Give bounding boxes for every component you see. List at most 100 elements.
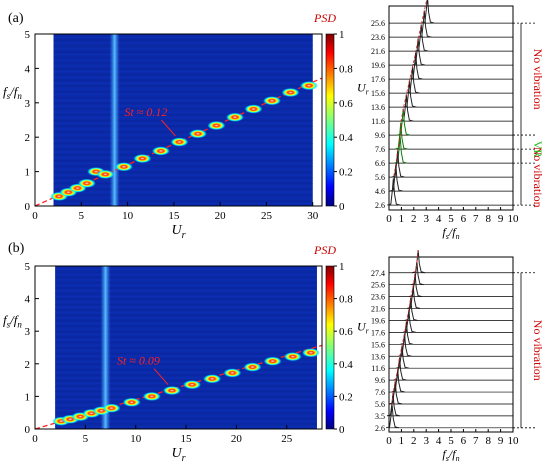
region-label: No vibration [531, 147, 545, 208]
x-tick-label: 10 [130, 433, 142, 445]
heatmap-band [55, 333, 317, 335]
heatmap-band [55, 404, 317, 406]
heatmap-band [53, 39, 313, 41]
heatmap-band [55, 274, 317, 276]
psd-peak [142, 391, 161, 401]
heatmap-band [55, 361, 317, 363]
psd-peak [133, 154, 152, 164]
psd-peak [244, 104, 263, 114]
waterfall-ur-label: 23.6 [371, 33, 385, 42]
waterfall-y-label-sub: r [366, 88, 370, 97]
waterfall-spectrum [410, 261, 425, 286]
heatmap-band [53, 42, 313, 44]
heatmap-band [55, 355, 317, 357]
waterfall-spectrum [391, 150, 405, 178]
heatmap-band [55, 320, 317, 322]
x-tick-label: 0 [32, 210, 38, 222]
psd-peak [114, 162, 133, 172]
psd-peak [283, 352, 302, 362]
waterfall-ur-label: 2.6 [375, 201, 385, 210]
plot-frame [34, 33, 323, 207]
heatmap-band [53, 151, 313, 153]
heatmap-band [53, 68, 313, 70]
waterfall-spectrum [400, 321, 414, 345]
y-axis-label-main: f [3, 313, 9, 328]
annotation-arrow [153, 368, 169, 385]
waterfall-spectrum [412, 38, 426, 66]
heatmap-band [55, 336, 317, 338]
heatmap-band [55, 282, 317, 284]
heatmap-band [53, 102, 313, 104]
heatmap-band [55, 276, 317, 278]
colorbar-tick-label: 0.6 [339, 326, 353, 338]
heatmap-band [53, 117, 313, 119]
waterfall-spectrum [385, 405, 400, 429]
heatmap-band [53, 128, 313, 130]
colorbar-tick-label: 0 [339, 424, 345, 436]
waterfall-ur-label: 7.6 [375, 145, 385, 154]
heatmap-band [55, 301, 317, 303]
waterfall-spectrum [408, 273, 423, 298]
heatmap-band [55, 390, 317, 392]
heatmap-band [53, 163, 313, 164]
x-tick-label: 25 [261, 210, 273, 222]
psd-peak [188, 129, 207, 139]
heatmap-band [53, 177, 313, 179]
waterfall-ur-label: 15.6 [371, 340, 385, 349]
waterfall-x-label-sub: s [446, 232, 449, 241]
heatmap-band [55, 323, 317, 325]
waterfall-ur-label: 17.6 [371, 75, 385, 84]
heatmap-band [55, 279, 317, 281]
region-label: VR [531, 141, 545, 158]
colorbar-tick-label: 0.4 [339, 359, 353, 371]
psd-peak [263, 356, 282, 366]
heatmap-band [53, 137, 313, 139]
psd-peak [243, 362, 262, 372]
y-tick-label: 0 [25, 201, 31, 213]
waterfall-spectrum [389, 164, 403, 192]
waterfall-x-label-mid: /f [448, 225, 457, 239]
heatmap-band [55, 342, 317, 344]
heatmap-band [53, 165, 313, 167]
waterfall-x-tick-label: 9 [498, 213, 504, 225]
heatmap-band [55, 388, 317, 390]
heatmap-band [55, 369, 317, 371]
heatmap-band [53, 105, 313, 107]
waterfall-x-tick-label: 5 [448, 213, 454, 225]
y-tick-label: 1 [25, 167, 31, 179]
waterfall-x-tick-label: 1 [399, 213, 405, 225]
waterfall-x-tick-label: 6 [461, 213, 467, 225]
heatmap-band [55, 331, 317, 333]
waterfall-y-label: Ur [357, 81, 370, 97]
psd-peak [223, 368, 242, 378]
heatmap-band [53, 180, 313, 182]
y-axis-label-mid: /f [9, 84, 20, 99]
heatmap-band [55, 418, 317, 420]
heatmap-band [55, 401, 317, 403]
y-axis-label-sub: n [17, 91, 22, 101]
waterfall-x-label-sub: n [456, 232, 460, 241]
x-tick-label: 15 [181, 433, 193, 445]
waterfall-spectrum [394, 122, 408, 150]
heatmap-band [53, 125, 313, 127]
heatmap-band [53, 108, 313, 110]
heatmap-band [53, 79, 313, 81]
heatmap-band [53, 59, 313, 61]
waterfall-ur-label: 5.6 [375, 400, 385, 409]
y-tick-label: 5 [25, 29, 31, 41]
colorbar-tick-label: 0.6 [339, 98, 353, 110]
waterfall-x-label-mid: /f [448, 447, 457, 461]
waterfall-spectrum [393, 357, 407, 381]
y-axis-label-sub: s [7, 91, 11, 101]
waterfall-ur-label: 13.6 [371, 352, 385, 361]
heatmap-band [55, 407, 317, 409]
x-axis-label-main: U [171, 446, 182, 461]
waterfall-x-label-sub: s [446, 454, 449, 463]
heatmap-band [53, 134, 313, 136]
heatmap-band [53, 188, 313, 190]
heatmap-band [55, 268, 317, 270]
waterfall-y-label-main: U [357, 81, 367, 95]
x-tick-label: 30 [307, 210, 319, 222]
colorbar [325, 33, 335, 207]
heatmap-band [53, 114, 313, 116]
